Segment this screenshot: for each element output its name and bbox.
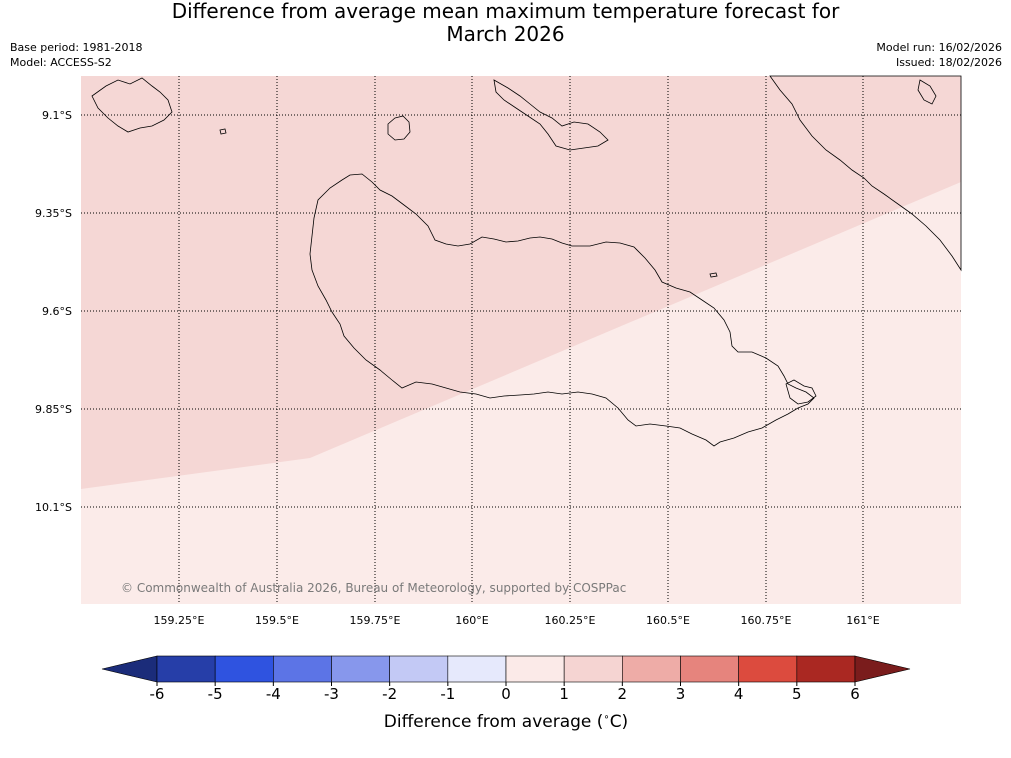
lon-label: 159.75°E: [350, 614, 401, 627]
colorbar-segment: [680, 655, 739, 683]
colorbar-segment: [505, 655, 565, 683]
lat-label: 10.1°S: [35, 501, 72, 514]
colorbar-segment: [447, 655, 507, 683]
lon-label: 159.25°E: [154, 614, 205, 627]
colorbar-tick-label: 0: [501, 685, 511, 703]
florida-islands-coastline: [493, 79, 609, 151]
colorbar-tick-label: 3: [676, 685, 686, 703]
lat-label: 9.6°S: [42, 305, 72, 318]
colorbar-ticks: -6 -5 -4 -3 -2 -1 0 1 2 3 4 5 6: [150, 682, 860, 703]
russell-islet-coastline: [219, 128, 227, 135]
colorbar-segment: [622, 655, 681, 683]
colorbar-tick-label: -6: [150, 685, 165, 703]
colorbar-segment: [214, 655, 274, 683]
meta-right: Model run: 16/02/2026 Issued: 18/02/2026: [876, 40, 1002, 70]
lon-label: 160.75°E: [741, 614, 792, 627]
colorbar-tick-label: -3: [324, 685, 339, 703]
lon-label: 160°E: [455, 614, 488, 627]
base-period: Base period: 1981-2018: [10, 41, 143, 54]
map-title: Difference from average mean maximum tem…: [0, 0, 1011, 46]
colorbar-tick-label: 2: [618, 685, 628, 703]
colorbar-segment: [273, 655, 332, 683]
colorbar-under-arrow: [101, 655, 158, 683]
coastlines: [91, 75, 962, 447]
lat-label: 9.35°S: [35, 207, 72, 220]
colorbar-over-arrow: [854, 655, 911, 683]
malaita-coastline: [769, 75, 962, 272]
ulawa-coastline: [917, 79, 937, 105]
model-name: Model: ACCESS-S2: [10, 56, 112, 69]
meta-left: Base period: 1981-2018 Model: ACCESS-S2: [10, 40, 142, 70]
lon-label: 160.5°E: [646, 614, 690, 627]
copyright-note: © Commonwealth of Australia 2026, Bureau…: [121, 581, 626, 595]
colorbar-tick-label: 6: [850, 685, 860, 703]
guadalcanal-coastline: [309, 173, 815, 447]
colorbar-tick-label: 1: [559, 685, 569, 703]
colorbar: -6 -5 -4 -3 -2 -1 0 1 2 3 4 5 6 Difference from aver…: [101, 655, 911, 732]
upper-category-field: [81, 76, 961, 489]
lon-label: 161°E: [846, 614, 879, 627]
lon-label: 160.25°E: [545, 614, 596, 627]
lat-label: 9.1°S: [42, 109, 72, 122]
colorbar-segment: [156, 655, 216, 683]
lat-axis-labels: 9.1°S 9.35°S 9.6°S 9.85°S 10.1°S: [35, 109, 72, 514]
lon-axis-labels: 159.25°E 159.5°E 159.75°E 160°E 160.25°E…: [154, 614, 880, 627]
colorbar-tick-label: -2: [382, 685, 397, 703]
colorbar-segment: [738, 655, 798, 683]
lon-label: 159.5°E: [255, 614, 299, 627]
colorbar-segment: [563, 655, 623, 683]
malaita-island-tip-coastline: [709, 272, 718, 278]
map-panel: © Commonwealth of Australia 2026, Bureau…: [81, 75, 962, 604]
savo-island-coastline: [387, 115, 411, 141]
colorbar-label: Difference from average (∘C): [384, 712, 628, 732]
gridlines: [81, 76, 961, 604]
marau-islands-coastline: [785, 379, 817, 405]
colorbar-segment: [331, 655, 390, 683]
russell-islands-coastline: [91, 77, 173, 133]
title-line-1: Difference from average mean maximum tem…: [171, 0, 840, 23]
colorbar-tick-label: -1: [440, 685, 455, 703]
colorbar-tick-label: 5: [792, 685, 802, 703]
title-line-2: March 2026: [446, 22, 565, 46]
issued-date: Issued: 18/02/2026: [895, 56, 1002, 69]
colorbar-tick-label: 4: [734, 685, 744, 703]
colorbar-segment: [389, 655, 449, 683]
colorbar-tick-label: -4: [266, 685, 281, 703]
colorbar-segment: [796, 655, 856, 683]
colorbar-segments: [156, 655, 856, 683]
model-run: Model run: 16/02/2026: [876, 41, 1002, 54]
colorbar-tick-label: -5: [208, 685, 223, 703]
lat-label: 9.85°S: [35, 403, 72, 416]
